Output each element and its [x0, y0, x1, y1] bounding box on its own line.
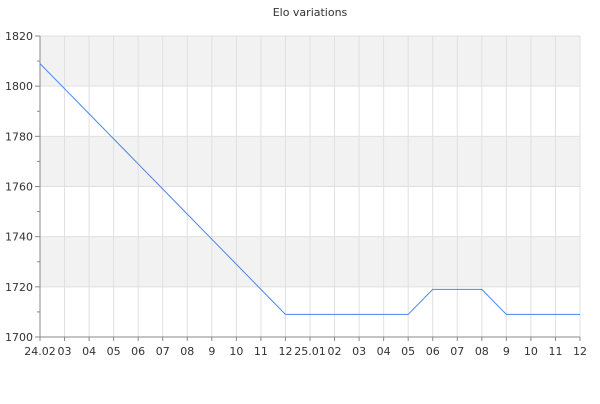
x-tick-label: 05	[401, 345, 415, 358]
x-tick-label: 06	[426, 345, 440, 358]
x-tick-label: 05	[107, 345, 121, 358]
y-tick-label: 1720	[5, 281, 33, 294]
x-tick-label: 07	[450, 345, 464, 358]
x-tick-label: 25.01	[294, 345, 326, 358]
x-tick-label: 02	[328, 345, 342, 358]
x-tick-label: 08	[475, 345, 489, 358]
x-tick-label: 11	[254, 345, 268, 358]
x-tick-label: 03	[58, 345, 72, 358]
x-tick-label: 06	[131, 345, 145, 358]
x-tick-label: 24.02	[24, 345, 56, 358]
x-tick-label: 07	[156, 345, 170, 358]
x-tick-label: 12	[573, 345, 587, 358]
y-tick-label: 1800	[5, 80, 33, 93]
x-tick-label: 03	[352, 345, 366, 358]
y-tick-label: 1740	[5, 231, 33, 244]
y-tick-label: 1700	[5, 331, 33, 344]
chart-title: Elo variations	[273, 6, 348, 19]
x-tick-label: 04	[377, 345, 391, 358]
x-tick-label: 12	[278, 345, 292, 358]
y-tick-label: 1820	[5, 30, 33, 43]
x-tick-label: 10	[229, 345, 243, 358]
y-tick-label: 1760	[5, 181, 33, 194]
x-tick-label: 10	[524, 345, 538, 358]
series-line	[39, 63, 580, 315]
x-tick-label: 08	[180, 345, 194, 358]
x-tick-label: 9	[208, 345, 215, 358]
y-tick-label: 1780	[5, 130, 33, 143]
x-tick-label: 11	[548, 345, 562, 358]
x-tick-label: 9	[503, 345, 510, 358]
x-tick-label: 04	[82, 345, 96, 358]
